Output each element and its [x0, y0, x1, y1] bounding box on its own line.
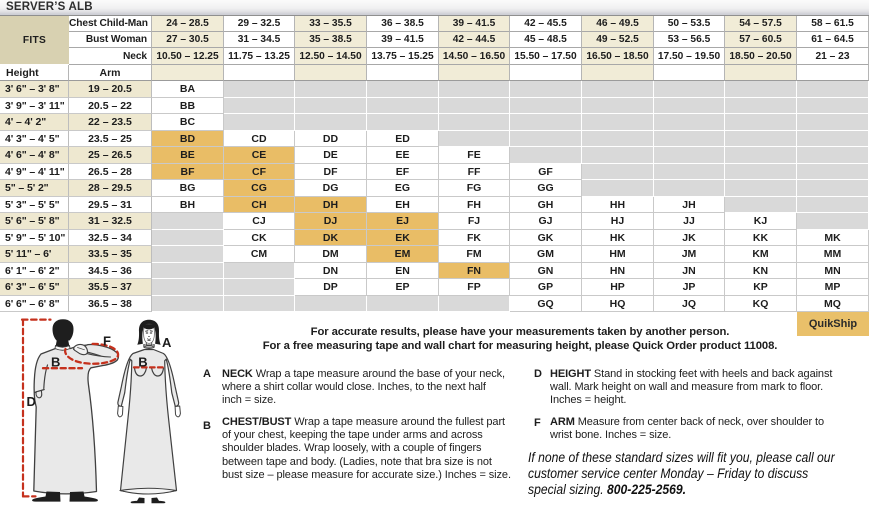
svg-text:B: B — [51, 354, 60, 369]
svg-text:F: F — [103, 334, 111, 349]
svg-text:B: B — [138, 355, 147, 370]
svg-text:A: A — [162, 335, 172, 350]
svg-text:D: D — [27, 394, 36, 409]
